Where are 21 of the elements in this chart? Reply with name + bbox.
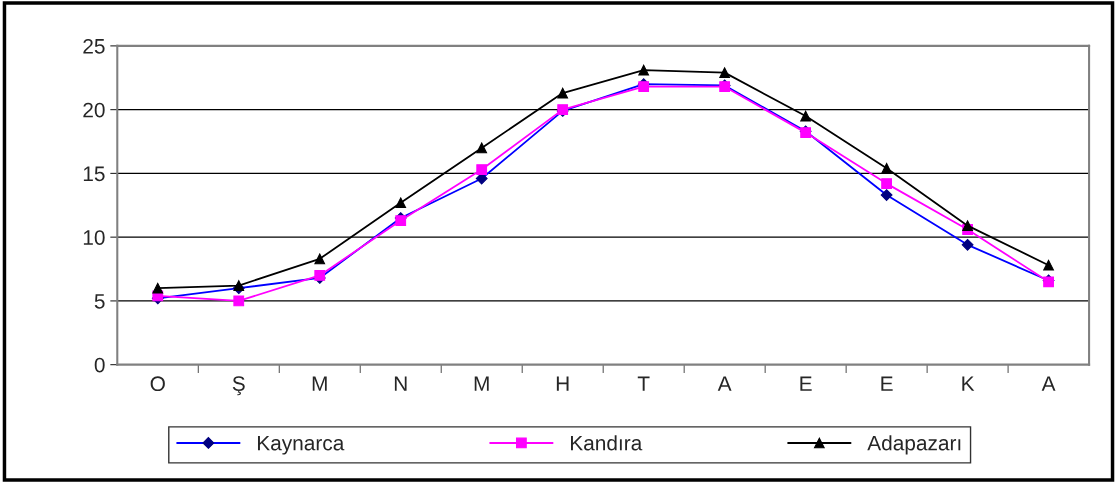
y-tick-label: 0 bbox=[94, 357, 105, 373]
x-tick-label: K bbox=[962, 376, 975, 391]
y-tick-label: 25 bbox=[83, 38, 105, 54]
legend-label: Kandıra bbox=[571, 435, 643, 451]
x-tick-label: E bbox=[881, 376, 893, 391]
x-tick-label: N bbox=[394, 376, 407, 391]
x-tick-label: O bbox=[150, 376, 165, 392]
x-tick-label: H bbox=[556, 376, 569, 391]
y-tick-label: 20 bbox=[83, 102, 105, 118]
legend-label: Adapazarı bbox=[867, 435, 961, 455]
y-tick-label: 15 bbox=[83, 166, 105, 182]
x-tick-label: E bbox=[800, 376, 812, 391]
x-tick-label: Ş bbox=[232, 376, 245, 396]
x-tick-label: A bbox=[1041, 376, 1056, 391]
x-tick-label: M bbox=[474, 376, 489, 391]
x-tick-label: T bbox=[637, 376, 650, 391]
legend-label: Kaynarca bbox=[258, 435, 345, 455]
x-tick-label: A bbox=[717, 376, 732, 391]
y-tick-label: 5 bbox=[94, 294, 105, 309]
y-tick-label: 10 bbox=[83, 230, 105, 245]
x-tick-label: M bbox=[312, 376, 327, 391]
